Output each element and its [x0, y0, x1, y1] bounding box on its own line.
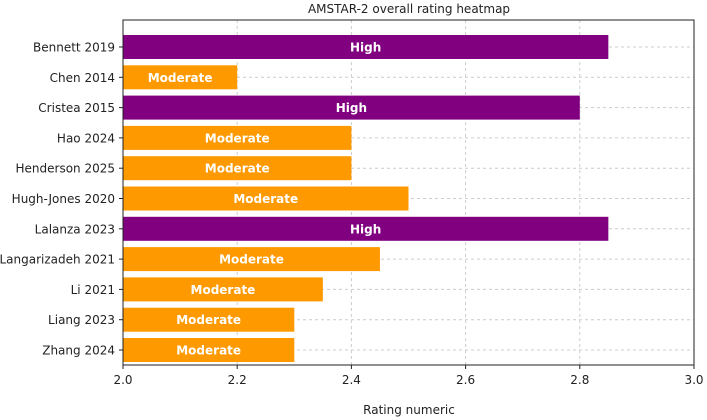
y-tick-label: Chen 2014	[50, 71, 115, 85]
y-tick-label: Zhang 2024	[42, 344, 115, 358]
bar-rating-label: Moderate	[205, 162, 270, 176]
bar-rating-label: Moderate	[191, 283, 256, 297]
bar-zhang-2024	[123, 338, 295, 362]
bar-hao-2024	[123, 125, 352, 150]
x-tick-label: 3.0	[684, 373, 703, 387]
bar-rating-label: Moderate	[148, 71, 213, 85]
y-tick-label: Lalanza 2023	[35, 222, 115, 236]
y-tick-label: Liang 2023	[48, 313, 115, 327]
bar-rating-label: Moderate	[233, 192, 298, 206]
bar-rating-label: High	[350, 41, 381, 55]
x-tick-label: 2.4	[342, 373, 361, 387]
y-tick-label: Hao 2024	[57, 131, 115, 145]
x-tick-label: 2.2	[228, 373, 247, 387]
y-tick-labels: Bennett 2019 Chen 2014 Cristea 2015 Hao 202…	[0, 41, 123, 358]
bar-henderson-2025	[123, 156, 352, 181]
bar-rating-label: High	[336, 101, 367, 115]
bar-rating-label: Moderate	[176, 313, 241, 327]
chart-title: AMSTAR-2 overall rating heatmap	[308, 2, 510, 16]
y-tick-label: Bennett 2019	[33, 41, 115, 55]
y-tick-label: Cristea 2015	[38, 101, 115, 115]
x-tick-label: 2.0	[113, 373, 132, 387]
bar-liang-2023	[123, 307, 295, 332]
x-axis-label: Rating numeric	[363, 403, 455, 417]
y-tick-label: Langarizadeh 2021	[0, 253, 115, 267]
bar-cristea-2015	[123, 95, 580, 120]
x-tick-labels: 2.0 2.2 2.4 2.6 2.8 3.0	[113, 365, 704, 387]
bar-rating-label: Moderate	[219, 253, 284, 267]
bar-rating-label: Moderate	[205, 131, 270, 145]
y-tick-label: Li 2021	[71, 283, 115, 297]
x-tick-label: 2.8	[570, 373, 589, 387]
y-tick-label: Henderson 2025	[16, 162, 116, 176]
plot-frame	[122, 19, 695, 366]
bar-li-2021	[123, 277, 323, 302]
bars	[123, 35, 609, 362]
bar-chen-2014	[123, 65, 238, 90]
bar-rating-label: High	[350, 222, 381, 236]
bar-hugh-jones-2020	[123, 186, 409, 211]
y-tick-label: Hugh-Jones 2020	[12, 192, 115, 206]
bar-rating-label: Moderate	[176, 344, 241, 358]
bar-lalanza-2023	[123, 216, 609, 241]
bar-bennett-2019	[123, 35, 609, 59]
x-tick-label: 2.6	[456, 373, 475, 387]
bar-labels: High Moderate High Moderate Moderate Moderate…	[148, 41, 382, 358]
bar-langarizadeh-2021	[123, 247, 380, 272]
